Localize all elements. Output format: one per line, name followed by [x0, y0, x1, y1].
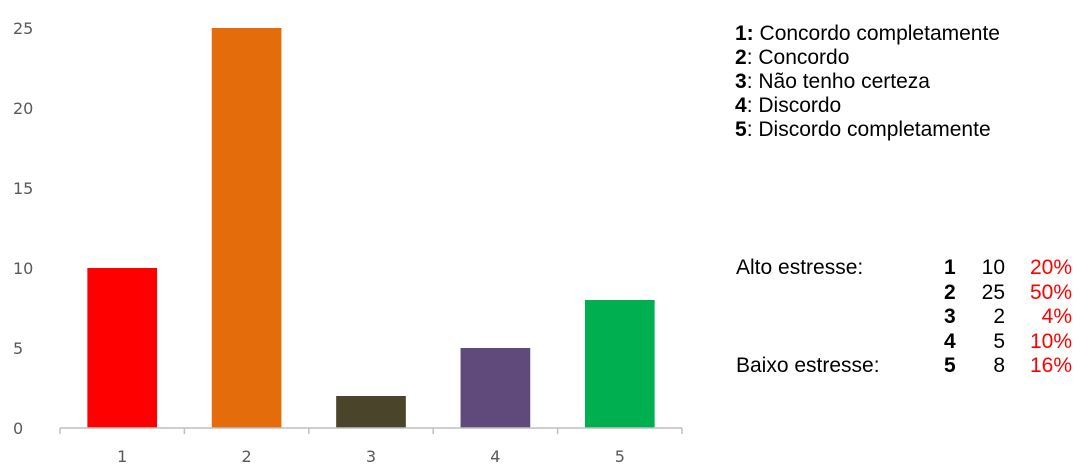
x-tick-label: 4 — [490, 447, 500, 466]
bar — [87, 268, 158, 428]
y-tick-label: 25 — [13, 19, 33, 38]
summary-count: 8 — [993, 354, 1005, 377]
legend-text: : Não tenho certeza — [746, 70, 930, 93]
legend-code: 3 — [735, 70, 747, 93]
bar-chart: 0 5 10 15 20 25 1 2 3 4 5 — [13, 19, 683, 466]
legend-item: 5: Discordo completamente — [735, 118, 1000, 142]
x-tick-label: 2 — [242, 447, 252, 466]
legend-item: 1: Concordo completamente — [735, 22, 1000, 46]
y-tick-label: 20 — [13, 99, 33, 118]
summary-percent: 4% — [1041, 305, 1072, 328]
summary-code: 1 — [944, 256, 956, 279]
summary-count: 25 — [981, 280, 1005, 304]
legend-code: 4 — [735, 94, 747, 117]
summary-label: Alto estresse: — [736, 256, 864, 279]
category-legend: 1: Concordo completamente 2: Concordo 3:… — [735, 22, 1000, 142]
y-tick-label: 10 — [13, 259, 33, 278]
x-tick-label: 3 — [366, 447, 376, 466]
y-axis-ticks: 0 5 10 15 20 25 — [13, 19, 33, 438]
legend-item: 4: Discordo — [735, 94, 1000, 118]
summary-percent: 20% — [1029, 256, 1072, 279]
x-tick-label: 1 — [117, 447, 127, 466]
legend-text: : Discordo — [746, 94, 842, 117]
legend-item: 3: Não tenho certeza — [735, 70, 1000, 94]
summary-code: 2 — [944, 280, 956, 304]
summary-percent: 16% — [1029, 354, 1072, 377]
legend-item: 2: Concordo — [735, 46, 1000, 70]
x-tick-label: 5 — [615, 447, 625, 466]
bar — [460, 348, 531, 428]
legend-text: : Concordo — [746, 46, 850, 69]
x-axis-tick-marks — [59, 428, 683, 434]
summary-count: 2 — [993, 305, 1005, 328]
summary-code: 3 — [944, 305, 956, 328]
legend-code: 5 — [735, 118, 747, 141]
summary-count: 10 — [981, 256, 1005, 279]
summary-code: 5 — [944, 354, 956, 377]
summary-percent: 50% — [1029, 280, 1072, 304]
summary-label: Baixo estresse: — [736, 354, 880, 377]
legend-text: : Discordo completamente — [746, 118, 991, 141]
y-tick-label: 0 — [13, 419, 23, 438]
legend-code: 2 — [735, 46, 747, 69]
legend-text: Concordo completamente — [753, 22, 1000, 45]
bar — [584, 300, 655, 428]
legend-code: 1: — [735, 22, 754, 45]
y-tick-label: 5 — [13, 339, 23, 358]
summary-code: 4 — [944, 329, 956, 353]
bar — [211, 28, 282, 428]
y-tick-label: 15 — [13, 179, 33, 198]
summary-percent: 10% — [1029, 329, 1072, 353]
x-axis-ticks: 1 2 3 4 5 — [117, 447, 625, 466]
bar — [336, 396, 406, 428]
summary-count: 5 — [993, 329, 1005, 353]
bars — [87, 28, 655, 428]
